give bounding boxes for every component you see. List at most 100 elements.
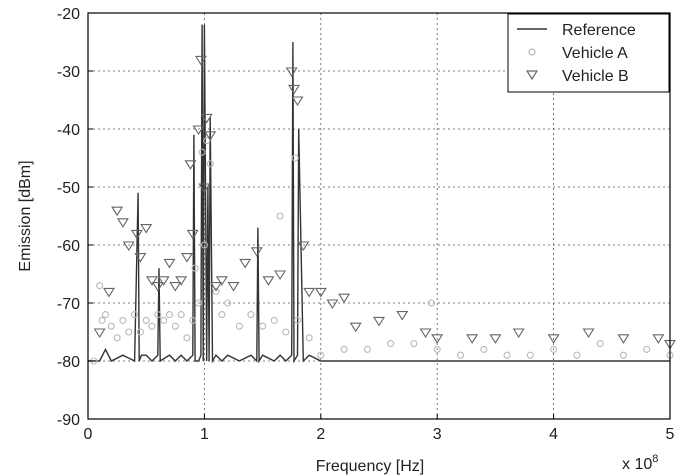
- y-tick-label: -80: [57, 354, 80, 371]
- legend-vehicle-b-label: Vehicle B: [562, 68, 629, 85]
- vehicle-b-point: [326, 299, 339, 310]
- vehicle-b-point: [489, 334, 502, 344]
- x-tick-label: 2: [316, 426, 325, 443]
- vehicle-b-point: [274, 270, 287, 281]
- vehicle-a-point: [270, 316, 278, 324]
- vehicle-b-point: [151, 282, 164, 292]
- vehicle-b-point: [146, 276, 159, 286]
- vehicle-b-point: [102, 287, 115, 298]
- vehicle-a-point: [96, 282, 104, 290]
- vehicle-a-point: [212, 287, 220, 295]
- vehicle-a-point: [183, 334, 191, 342]
- ticks: 0 1 2 3 4 5 -20 -30 -40 -50 -60 -70 -80 -90: [57, 6, 675, 443]
- vehicle-a-point: [427, 299, 435, 307]
- vehicle-a-point: [643, 345, 651, 353]
- vehicle-b-point: [250, 247, 263, 257]
- vehicle-a-point: [119, 316, 127, 324]
- vehicle-a-point: [125, 328, 133, 336]
- vehicle-b-point: [122, 241, 135, 252]
- vehicle-b-point: [547, 334, 560, 344]
- vehicle-a-point: [224, 299, 232, 307]
- vehicle-b-point: [163, 258, 176, 269]
- vehicle-a-point: [218, 311, 226, 319]
- vehicle-b-point: [93, 328, 106, 339]
- vehicle-b-point: [116, 218, 129, 228]
- vehicle-a-point: [291, 154, 299, 162]
- vehicle-a-point: [195, 299, 203, 307]
- vehicle-a-point: [200, 241, 208, 249]
- vehicle-b-point: [210, 282, 223, 292]
- vehicle-a-point: [503, 351, 511, 359]
- vehicle-b-point: [314, 287, 327, 298]
- vehicle-b-point: [349, 322, 362, 333]
- x-exponent-power: 8: [652, 453, 658, 465]
- reference-series-line: [88, 24, 670, 364]
- vehicle-b-point: [396, 311, 409, 321]
- vehicle-a-point: [387, 340, 395, 348]
- vehicle-b-point: [512, 328, 525, 339]
- plot-frame: [87, 12, 671, 420]
- legend-vehicle-a-marker: [528, 48, 536, 56]
- vehicle-a-point: [177, 311, 185, 319]
- vehicle-b-point: [652, 334, 665, 344]
- vehicle-a-point: [198, 148, 206, 156]
- vehicle-a-point: [550, 345, 558, 353]
- x-tick-label: 3: [433, 426, 442, 443]
- legend-vehicle-a-label: Vehicle A: [562, 45, 628, 62]
- vehicle-b-point: [204, 131, 217, 141]
- vehicle-a-point: [154, 311, 162, 319]
- vehicle-a-point: [206, 160, 214, 168]
- vehicle-b-point: [130, 229, 143, 240]
- vehicle-a-point: [619, 351, 627, 359]
- vehicle-a-point: [433, 345, 441, 353]
- vehicle-b-point: [303, 287, 316, 298]
- vehicle-b-point: [111, 206, 124, 217]
- vehicle-a-point: [113, 334, 121, 342]
- vehicle-a-point: [107, 322, 115, 330]
- vehicle-a-point: [171, 322, 179, 330]
- x-tick-label: 0: [84, 426, 93, 443]
- vehicle-b-point: [262, 276, 275, 286]
- y-tick-label: -70: [57, 296, 80, 313]
- vehicle-a-point: [276, 212, 284, 220]
- vehicle-a-point: [317, 351, 325, 359]
- legend-reference-label: Reference: [562, 22, 636, 39]
- vehicle-a-point: [363, 345, 371, 353]
- vehicle-a-point: [456, 351, 465, 359]
- vehicle-b-point: [192, 125, 205, 136]
- vehicle-b-point: [285, 67, 298, 78]
- vehicle-a-point: [247, 311, 255, 319]
- vehicle-b-point: [157, 276, 170, 286]
- vehicle-a-point: [340, 345, 348, 353]
- vehicle-a-point: [259, 322, 267, 330]
- x-tick-label: 5: [666, 426, 675, 443]
- vehicle-b-point: [338, 293, 351, 304]
- vehicle-a-point: [136, 328, 144, 336]
- vehicle-a-point: [235, 322, 243, 330]
- vehicle-a-point: [526, 351, 534, 359]
- vehicle-b-point: [184, 160, 197, 170]
- y-tick-label: -40: [57, 122, 80, 139]
- y-tick-label: -30: [57, 64, 80, 81]
- vehicle-b-point: [466, 334, 479, 344]
- y-tick-label: -50: [57, 180, 80, 197]
- vehicle-b-point: [582, 328, 595, 339]
- vehicle-b-point: [215, 276, 228, 286]
- x-tick-label: 4: [549, 426, 558, 443]
- y-tick-label: -60: [57, 238, 80, 255]
- x-tick-label: 1: [200, 426, 209, 443]
- legend-vehicle-b-marker: [525, 70, 539, 81]
- vehicle-a-point: [293, 316, 302, 324]
- vehicle-a-point: [191, 264, 199, 272]
- vehicle-a-point: [410, 340, 418, 348]
- vehicle-a-point: [203, 137, 211, 145]
- series-group: [88, 24, 676, 365]
- vehicle-b-point: [617, 334, 630, 344]
- vehicle-b-point: [198, 183, 211, 194]
- vehicle-b-point: [239, 258, 252, 269]
- y-tick-label: -20: [57, 6, 80, 23]
- legend: Reference Vehicle A Vehicle B: [507, 13, 670, 93]
- vehicle-b-point: [419, 328, 432, 339]
- y-axis-label: Emission [dBm]: [17, 160, 34, 271]
